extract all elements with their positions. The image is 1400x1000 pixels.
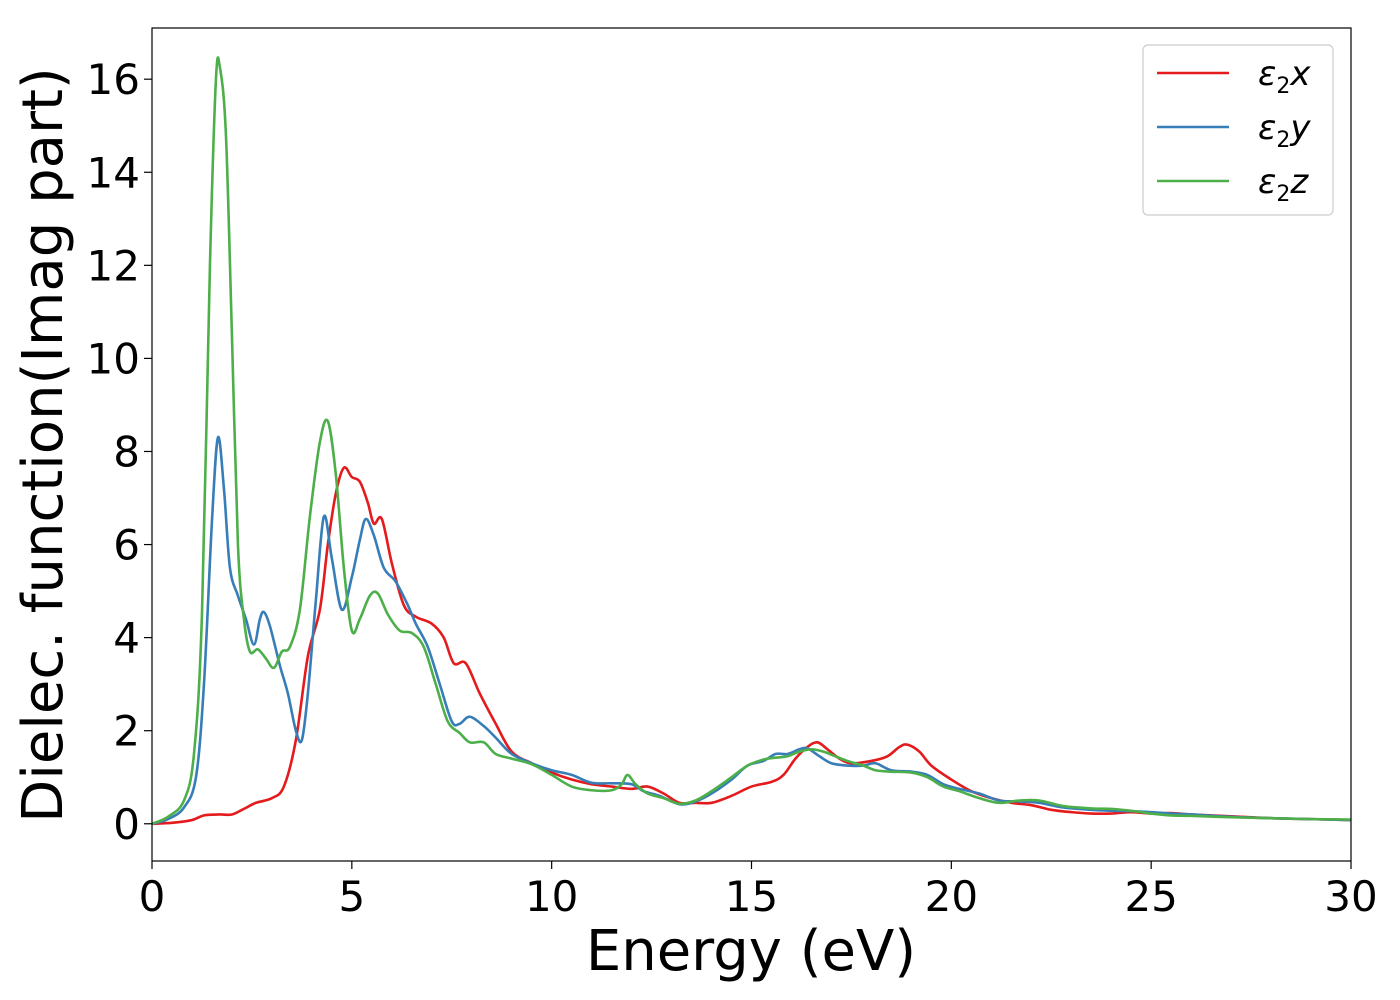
series-line-y [152, 435, 1351, 826]
y-axis-ticks: 0 2 4 6 8 10 12 14 16 [87, 55, 152, 849]
y-axis-label: Dielec. function(Imag part) [11, 67, 76, 823]
y-tick-label: 0 [113, 800, 140, 849]
x-tick-label: 25 [1124, 872, 1177, 921]
x-tick-label: 30 [1324, 872, 1377, 921]
legend-box [1142, 44, 1334, 216]
y-tick-label: 10 [87, 334, 140, 383]
legend-label-y: ε2y [1258, 108, 1311, 153]
legend-label-x: ε2x [1258, 54, 1311, 99]
x-tick-label: 15 [725, 872, 778, 921]
series-line-x [152, 465, 1351, 826]
legend-label-z: ε2z [1258, 162, 1309, 207]
series-line-z [152, 56, 1351, 825]
x-axis-ticks: 0 5 10 15 20 25 30 [139, 861, 1378, 921]
x-tick-label: 20 [925, 872, 978, 921]
x-tick-label: 10 [525, 872, 578, 921]
y-tick-label: 6 [113, 521, 140, 570]
y-tick-label: 4 [113, 614, 140, 663]
x-tick-label: 5 [338, 872, 365, 921]
y-tick-label: 14 [87, 148, 140, 197]
legend: ε2x ε2y ε2z [1142, 44, 1334, 216]
y-tick-label: 8 [113, 427, 140, 476]
y-tick-label: 12 [87, 241, 140, 290]
y-tick-label: 2 [113, 707, 140, 756]
y-tick-label: 16 [87, 55, 140, 104]
x-axis-label: Energy (eV) [586, 919, 916, 984]
x-tick-label: 0 [139, 872, 166, 921]
plot-lines [152, 56, 1351, 826]
